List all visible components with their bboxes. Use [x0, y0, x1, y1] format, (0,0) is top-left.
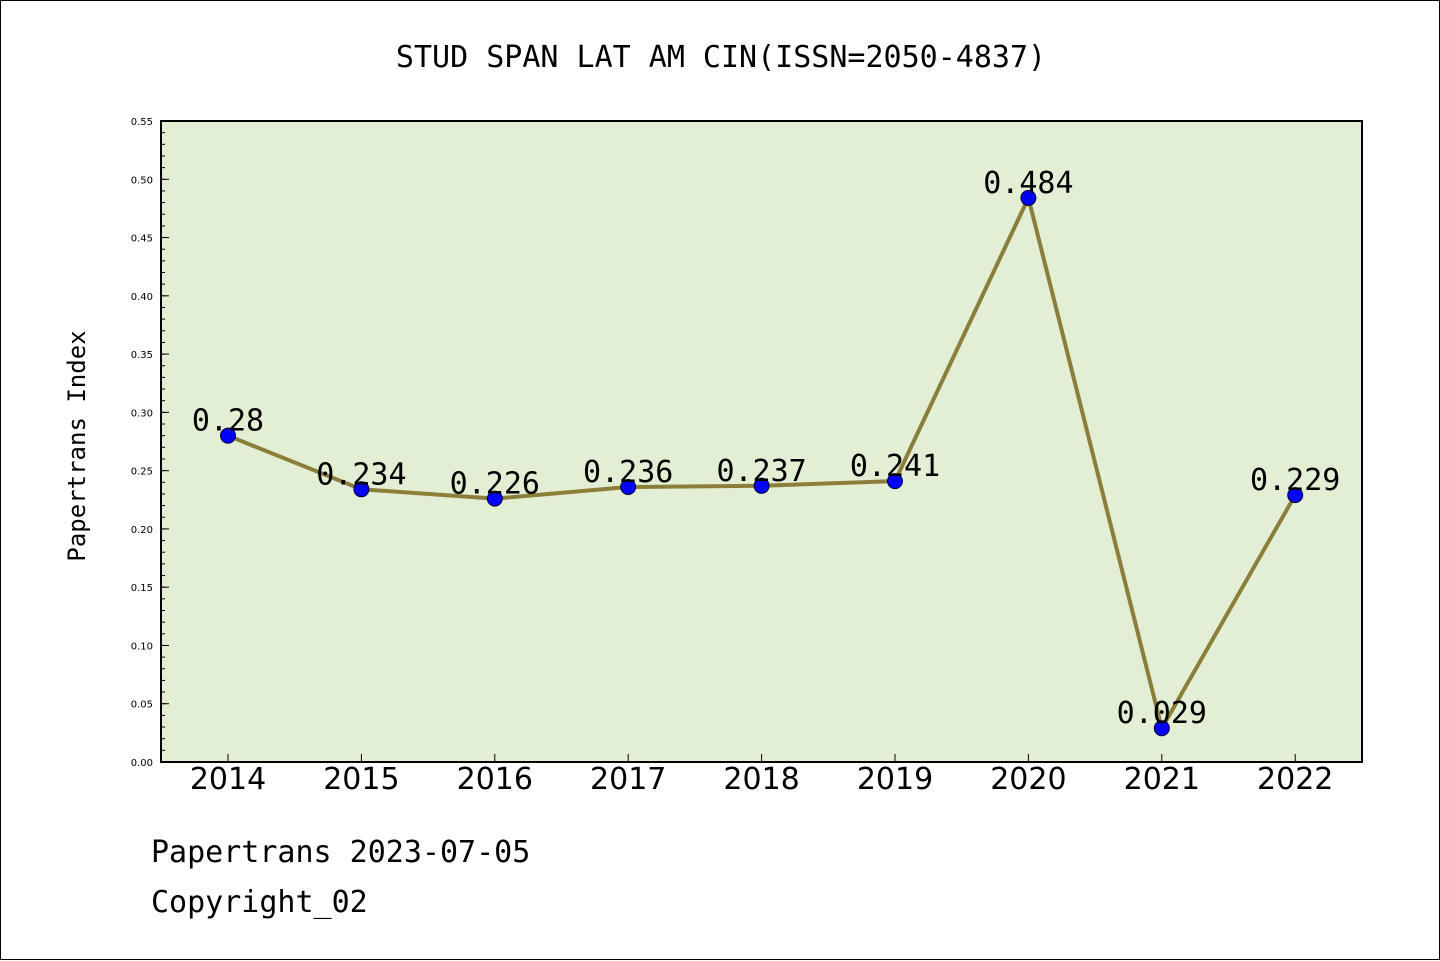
y-tick-label: 0.05: [131, 700, 153, 711]
y-tick-label: 0.25: [131, 467, 153, 478]
x-tick-label: 2016: [457, 762, 533, 797]
data-points: [220, 189, 1304, 737]
data-label: 0.484: [983, 166, 1073, 201]
x-tick-label: 2014: [190, 762, 266, 797]
y-tick-label: 0.45: [131, 234, 153, 245]
y-tick-label: 0.20: [131, 525, 153, 536]
y-tick-label: 0.40: [131, 292, 153, 303]
x-tick-label: 2022: [1257, 762, 1333, 797]
data-label: 0.241: [850, 449, 940, 484]
x-axis-ticks: 2014 2015 2016 2017 2018 2019 2020 2021 2022: [190, 754, 1333, 797]
footer-date: Papertrans 2023-07-05: [151, 835, 531, 870]
x-tick-label: 2018: [723, 762, 799, 797]
y-tick-label: 0.30: [131, 408, 153, 419]
data-point: [1287, 487, 1304, 504]
x-tick-label: 2021: [1124, 762, 1200, 797]
data-point: [1153, 720, 1170, 737]
data-point: [220, 427, 236, 444]
data-point: [353, 481, 370, 498]
y-tick-label: 0.55: [131, 117, 153, 128]
y-tick-label: 0.50: [131, 175, 153, 186]
data-label: 0.236: [583, 455, 673, 490]
x-tick-label: 2017: [590, 762, 666, 797]
data-label: 0.28: [192, 404, 264, 439]
data-point: [486, 490, 503, 507]
x-tick-label: 2015: [323, 762, 399, 797]
data-point: [620, 478, 637, 495]
y-tick-label: 0.10: [131, 641, 153, 652]
x-tick-label: 2019: [857, 762, 933, 797]
data-point: [887, 473, 903, 490]
data-point: [1020, 189, 1037, 206]
data-labels: 0.28 0.234 0.226 0.236 0.237 0.241 0.484 0.029 0…: [192, 166, 1340, 731]
data-label: 0.229: [1250, 463, 1340, 498]
plot-area: [160, 120, 1363, 763]
x-tick-label: 2020: [990, 762, 1066, 797]
footer-copyright: Copyright_02: [151, 885, 368, 920]
data-label: 0.226: [450, 467, 540, 502]
data-point: [753, 477, 770, 494]
data-label: 0.029: [1117, 696, 1207, 731]
data-label: 0.234: [316, 457, 406, 492]
y-axis-ticks: 0.00 0.05 0.10 0.15 0.20 0.25 0.30 0.35 0.40 0.45…: [131, 117, 169, 769]
y-axis-label: Papertrans Index: [63, 330, 91, 561]
chart-title: STUD SPAN LAT AM CIN(ISSN=2050-4837): [396, 40, 1046, 75]
data-label: 0.237: [716, 454, 806, 489]
y-tick-label: 0.35: [131, 350, 153, 361]
y-tick-label: 0.00: [131, 758, 153, 769]
y-tick-label: 0.15: [131, 583, 153, 594]
